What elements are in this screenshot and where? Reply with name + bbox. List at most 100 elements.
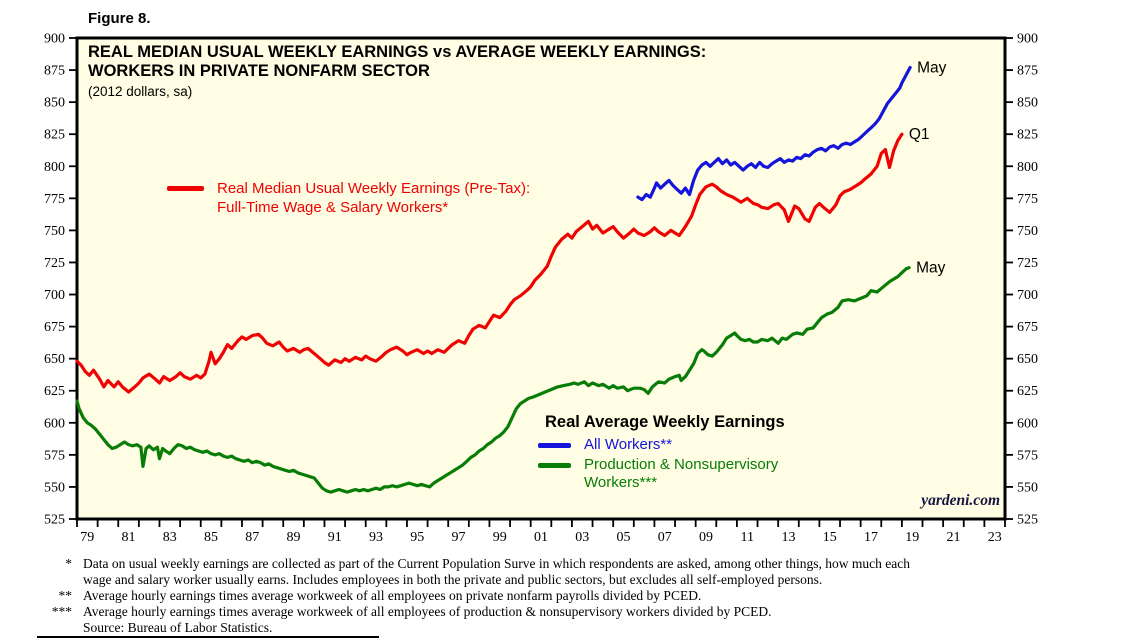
legend-median-line2: Full-Time Wage & Salary Workers* [217,199,449,216]
y-axis-label-right: 900 [1017,32,1038,47]
footnote-row: * Data on usual weekly earnings are coll… [0,556,1062,572]
x-axis-label: 15 [823,530,837,545]
x-axis-label: 21 [946,530,960,545]
series-line-average-production-workers [75,266,911,494]
y-axis-label-right: 675 [1017,320,1038,335]
y-axis-label-right: 575 [1017,448,1038,463]
x-axis-label: 91 [328,530,342,545]
y-axis-label-left: 850 [44,96,65,111]
x-axis-label: 05 [616,530,630,545]
legend-average-title: Real Average Weekly Earnings [545,413,785,431]
legend-median-line1: Real Median Usual Weekly Earnings (Pre-T… [217,180,531,197]
footnote-row: *** Average hourly earnings times averag… [0,604,1062,620]
end-label-average-production-workers: May [916,260,946,277]
footnotes: * Data on usual weekly earnings are coll… [0,556,1062,636]
chart-title-line2: WORKERS IN PRIVATE NONFARM SECTOR [88,62,430,80]
y-axis-label-right: 775 [1017,192,1038,207]
footnote-text: Average hourly earnings times average wo… [83,588,702,603]
y-axis-label-right: 625 [1017,384,1038,399]
x-axis-label: 13 [781,530,795,545]
x-axis-label: 95 [410,530,424,545]
legend-median-earnings: Real Median Usual Weekly Earnings (Pre-T… [167,179,530,217]
footnote-row: wage and salary worker usually earns. In… [0,572,1062,588]
y-axis-label-left: 900 [44,32,65,47]
legend-item-all-workers: All Workers** [538,436,785,454]
y-axis-label-left: 725 [44,256,65,271]
y-axis-label-left: 825 [44,128,65,143]
footnote-marker [0,620,83,636]
end-label-average-all-workers: May [917,60,947,77]
footnote-source-text: Source: Bureau of Labor Statistics. [83,620,273,635]
chart-title-block: REAL MEDIAN USUAL WEEKLY EARNINGS vs AVE… [88,43,706,99]
y-axis-label-left: 575 [44,448,65,463]
footnote-marker [0,572,83,588]
y-axis-label-right: 650 [1017,352,1038,367]
footnote-marker: * [65,556,72,571]
footnote-text: Data on usual weekly earnings are collec… [83,556,911,571]
x-axis-label: 03 [575,530,589,545]
x-axis-label: 87 [245,530,259,545]
end-label-median-earnings: Q1 [909,126,930,143]
y-axis-label-right: 725 [1017,256,1038,271]
y-axis-label-left: 550 [44,480,65,495]
production-workers-label-line2: Workers*** [584,474,658,491]
production-workers-label: Production & Nonsupervisory Workers*** [584,456,778,492]
x-axis-label: 89 [287,530,301,545]
y-axis-label-right: 875 [1017,64,1038,79]
footnote-row-source: Source: Bureau of Labor Statistics. [0,620,1062,636]
y-axis-label-left: 800 [44,160,65,175]
y-axis-label-left: 625 [44,384,65,399]
footnote-text: Average hourly earnings times average wo… [83,604,772,619]
y-axis-label-right: 850 [1017,96,1038,111]
figure-label: Figure 8. [88,10,151,27]
y-axis-label-right: 825 [1017,128,1038,143]
legend-item-production-workers: Production & Nonsupervisory Workers*** [538,456,785,492]
x-axis-label: 83 [163,530,177,545]
legend-average-earnings: Real Average Weekly Earnings All Workers… [538,413,785,492]
footnote-marker: ** [58,588,73,603]
chart-subtitle: (2012 dollars, sa) [88,84,193,99]
y-axis-label-left: 600 [44,416,65,431]
y-axis-label-right: 700 [1017,288,1038,303]
y-axis-label-right: 550 [1017,480,1038,495]
x-axis-label: 11 [740,530,753,545]
x-axis-label: 01 [534,530,548,545]
series-line-average-all-workers [636,65,912,202]
x-axis-label: 85 [204,530,218,545]
y-axis-label-right: 750 [1017,224,1038,239]
x-axis-label: 81 [122,530,136,545]
x-axis-label: 93 [369,530,383,545]
legend-median-label: Real Median Usual Weekly Earnings (Pre-T… [217,179,530,217]
median-line-swatch [167,186,204,191]
x-axis-label: 79 [80,530,94,545]
production-workers-line-swatch [538,463,571,468]
watermark: yardeni.com [921,492,1000,509]
plot-area [75,36,1007,521]
y-axis-label-left: 775 [44,192,65,207]
y-axis-label-right: 800 [1017,160,1038,175]
production-workers-label-line1: Production & Nonsupervisory [584,456,779,473]
x-axis-label: 19 [905,530,919,545]
footnote-text: wage and salary worker usually earns. In… [83,572,823,587]
y-axis-label-right: 600 [1017,416,1038,431]
y-axis-label-left: 875 [44,64,65,79]
x-axis-label: 17 [864,530,878,545]
footnote-row: ** Average hourly earnings times average… [0,588,1062,604]
y-axis-label-left: 700 [44,288,65,303]
footnote-marker: *** [51,604,72,619]
y-axis-label-left: 525 [44,513,65,528]
chart-title-line1: REAL MEDIAN USUAL WEEKLY EARNINGS vs AVE… [88,43,707,61]
all-workers-label: All Workers** [584,436,673,453]
x-axis-label: 09 [699,530,713,545]
y-axis-label-right: 525 [1017,513,1038,528]
x-axis-label: 99 [493,530,507,545]
all-workers-line-swatch [538,443,571,448]
x-axis-label: 23 [988,530,1002,545]
x-axis-label: 07 [658,530,672,545]
y-axis-label-left: 675 [44,320,65,335]
y-axis-label-left: 750 [44,224,65,239]
y-axis-label-left: 650 [44,352,65,367]
x-axis-label: 97 [452,530,466,545]
